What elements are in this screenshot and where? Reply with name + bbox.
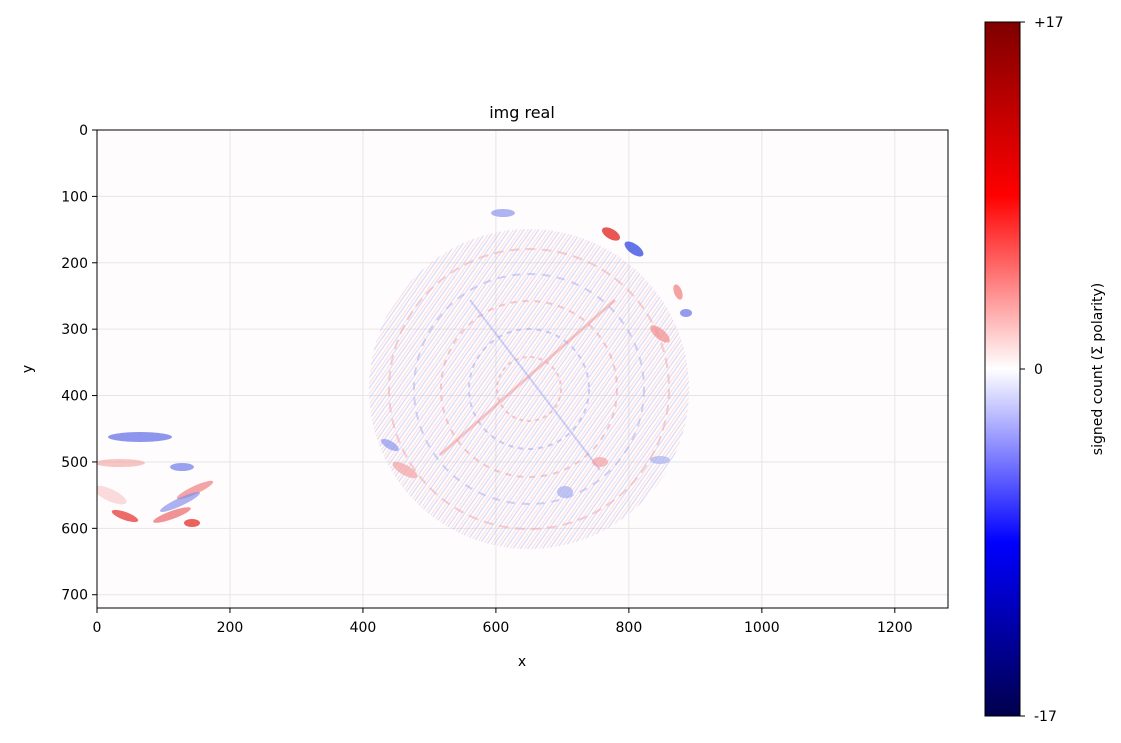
y-axis-ticks: 0 100 200 300 400 500 600 700 [61, 123, 97, 604]
x-tick-label: 200 [217, 620, 244, 636]
y-tick-label: 500 [61, 455, 88, 471]
x-tick-label: 400 [350, 620, 377, 636]
x-axis-label: x [518, 654, 526, 670]
circular-pattern [369, 209, 692, 549]
x-tick-label: 600 [483, 620, 510, 636]
y-tick-label: 300 [61, 322, 88, 338]
colorbar-tick-label: +17 [1034, 15, 1064, 31]
y-axis-label: y [20, 365, 36, 373]
chart-title: img real [489, 103, 555, 122]
x-tick-label: 1000 [744, 620, 780, 636]
y-tick-label: 400 [61, 389, 88, 405]
x-tick-label: 1200 [877, 620, 913, 636]
colorbar [984, 21, 1021, 717]
axes-frame [96, 129, 949, 609]
hand-region [97, 432, 214, 527]
x-axis-ticks: 0 200 400 600 800 1000 1200 [93, 608, 913, 636]
x-tick-label: 0 [93, 620, 102, 636]
colorbar-label: signed count (Σ polarity) [1090, 283, 1106, 455]
y-tick-label: 700 [61, 588, 88, 604]
y-tick-label: 100 [61, 189, 88, 205]
y-tick-label: 0 [79, 123, 88, 139]
y-tick-label: 600 [61, 521, 88, 537]
heatmap-image [97, 209, 692, 549]
colorbar-ticks: +17 0 -17 [1020, 15, 1064, 725]
y-tick-label: 200 [61, 256, 88, 272]
x-tick-label: 800 [616, 620, 643, 636]
colorbar-tick-label: 0 [1034, 362, 1043, 378]
colorbar-tick-label: -17 [1034, 709, 1057, 725]
